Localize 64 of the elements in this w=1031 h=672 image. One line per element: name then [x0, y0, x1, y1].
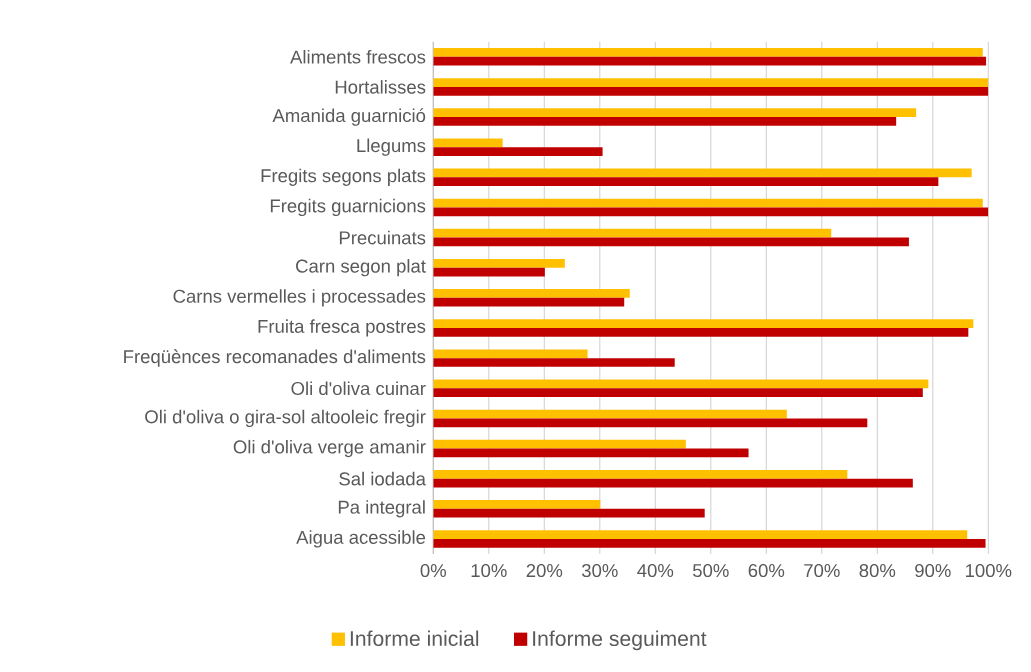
y-tick-label: Freqüènces recomanades d'aliments	[124, 349, 426, 367]
bar	[433, 478, 913, 488]
bar	[433, 86, 989, 96]
x-tick-label: 0%	[420, 563, 447, 578]
y-tick-label: Oli d'oliva o gira-sol altooleic fregir	[145, 409, 426, 427]
bar	[433, 138, 503, 148]
bar	[433, 297, 625, 307]
y-tick-label: Precuinats	[339, 230, 426, 245]
bar	[433, 198, 983, 208]
bar	[433, 379, 929, 389]
legend-label: Informe seguiment	[533, 630, 707, 651]
bar	[433, 237, 909, 247]
y-tick-label: Pa integral	[338, 500, 425, 518]
x-tick-label: 40%	[637, 563, 674, 578]
bar	[433, 439, 686, 449]
x-tick-label: 60%	[748, 563, 785, 578]
x-tick-label: 20%	[526, 563, 563, 578]
y-tick-label: Llegums	[357, 138, 426, 156]
bar	[433, 538, 986, 548]
y-tick-label: Oli d'oliva cuinar	[291, 381, 426, 395]
bar	[433, 388, 923, 397]
y-tick-label: Hortalisses	[335, 80, 426, 94]
bar	[433, 358, 675, 367]
bar	[433, 47, 983, 57]
bar	[433, 116, 897, 126]
y-tick-label: Fregits segons plats	[261, 168, 426, 186]
y-tick-label: Sal iodada	[339, 471, 426, 486]
legend-label: Informe inicial	[350, 630, 479, 646]
bar	[433, 258, 565, 268]
x-tick-label: 100%	[966, 563, 1012, 578]
x-tick-label: 10%	[471, 563, 507, 578]
bar	[433, 147, 603, 156]
bar	[433, 207, 989, 217]
y-tick-label: Fruita fresca postres	[258, 319, 426, 337]
bar	[433, 78, 989, 87]
bar	[433, 418, 868, 428]
bar	[433, 448, 749, 458]
bar	[433, 499, 601, 509]
bar	[433, 56, 987, 66]
y-tick-label: Carns vermelles i processades	[173, 289, 426, 307]
bar	[433, 267, 545, 277]
x-tick-label: 50%	[693, 563, 729, 578]
bar	[433, 168, 972, 178]
y-tick-label: Aigua acessible	[296, 530, 426, 548]
bar	[433, 319, 974, 328]
bar	[433, 530, 968, 539]
x-tick-label: 70%	[804, 563, 840, 578]
bar	[433, 327, 969, 337]
bar	[433, 508, 705, 518]
y-tick-label: Fregits guarnicions	[270, 198, 426, 216]
x-tick-label: 90%	[915, 563, 951, 578]
bar	[433, 177, 939, 186]
x-tick-label: 80%	[859, 563, 896, 578]
bar	[433, 349, 588, 359]
y-tick-label: Amanida guarnició	[272, 108, 426, 126]
bar	[433, 228, 832, 238]
bar	[433, 409, 787, 419]
y-tick-label: Oli d'oliva verge amanir	[233, 439, 426, 458]
bar	[433, 108, 917, 117]
bar	[433, 289, 630, 298]
y-tick-label: Aliments frescos	[290, 49, 426, 64]
y-tick-label: Carn segon plat	[296, 259, 426, 277]
bar	[433, 469, 848, 479]
x-tick-label: 30%	[581, 563, 618, 578]
